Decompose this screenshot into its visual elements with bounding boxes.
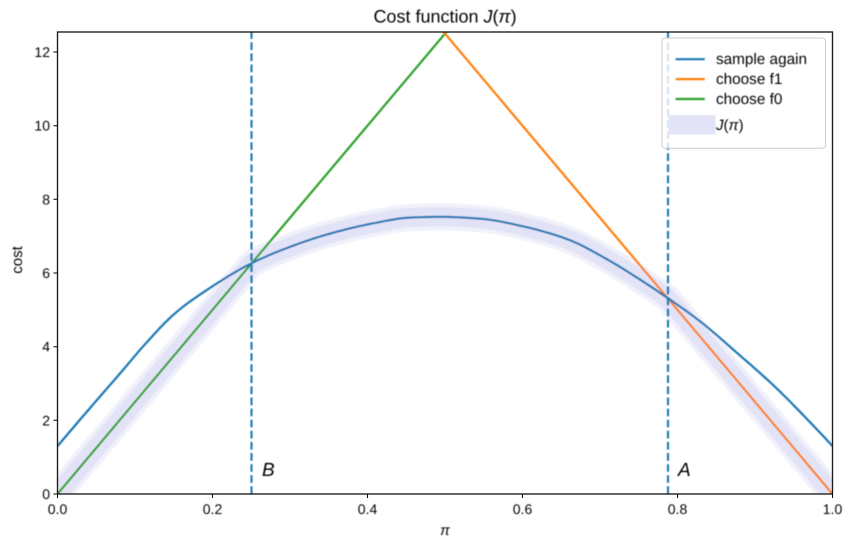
svg-text:choose f0: choose f0: [716, 91, 782, 108]
svg-text:sample again: sample again: [716, 51, 807, 68]
svg-text:12: 12: [34, 44, 50, 60]
svg-text:1.0: 1.0: [823, 501, 843, 517]
svg-text:J(π): J(π): [715, 117, 744, 134]
svg-text:0.2: 0.2: [203, 501, 223, 517]
svg-text:8: 8: [42, 191, 50, 207]
svg-text:0.6: 0.6: [513, 501, 533, 517]
svg-text:4: 4: [42, 339, 50, 355]
svg-text:0.0: 0.0: [48, 501, 68, 517]
svg-text:0.4: 0.4: [358, 501, 378, 517]
svg-text:2: 2: [42, 412, 50, 428]
svg-text:choose f1: choose f1: [716, 71, 782, 88]
svg-text:A: A: [677, 460, 691, 481]
svg-text:10: 10: [34, 118, 50, 134]
svg-text:6: 6: [42, 265, 50, 281]
svg-text:cost: cost: [9, 245, 26, 273]
svg-text:0.8: 0.8: [668, 501, 688, 517]
svg-text:0: 0: [42, 486, 50, 502]
svg-text:B: B: [262, 460, 275, 481]
svg-text:π: π: [440, 523, 450, 539]
svg-text:Cost function J(π): Cost function J(π): [373, 7, 516, 27]
